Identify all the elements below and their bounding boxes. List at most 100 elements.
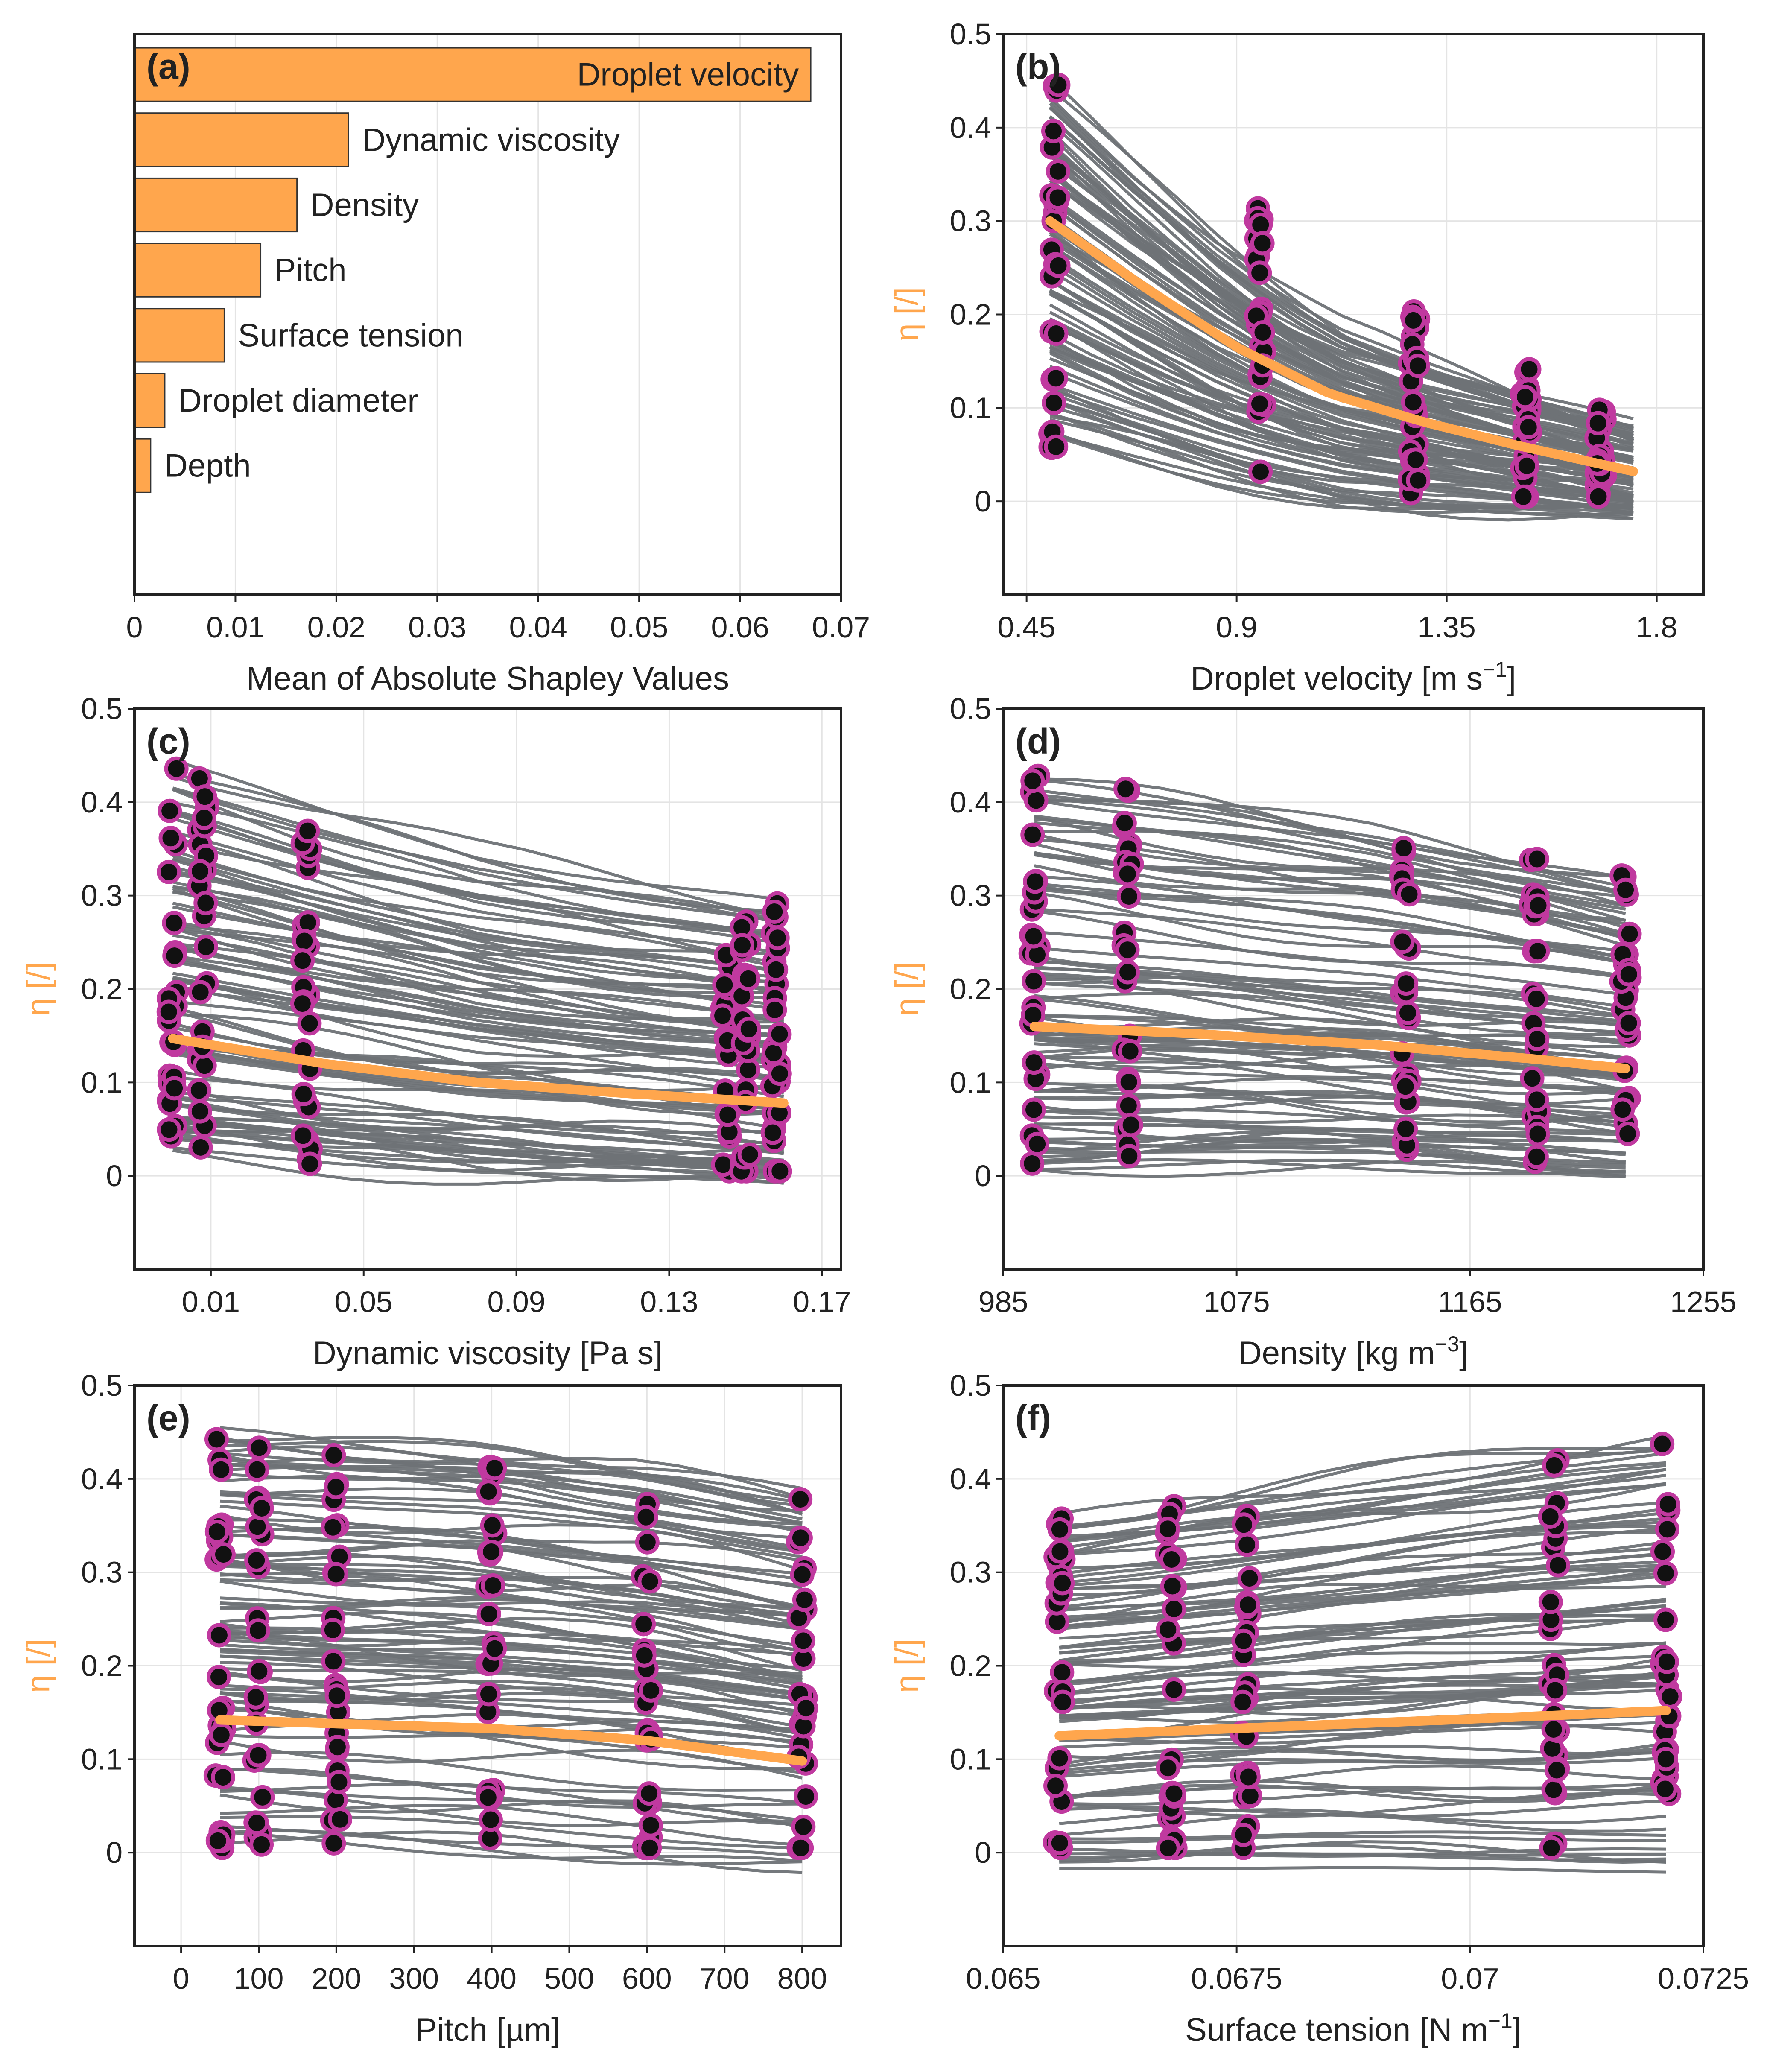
y-tick-label: 0.4 (81, 786, 123, 819)
panel-f: 0.065 0.0675 0.07 0.0725 0 0.1 0.2 0.3 0.4 0.5 Sur… (889, 1369, 1749, 2048)
bar-label: Density (311, 187, 419, 223)
data-point (476, 1682, 501, 1707)
data-point (1393, 1116, 1418, 1141)
ice-line (172, 1052, 784, 1117)
data-point (188, 980, 213, 1005)
y-tick-label: 0.5 (950, 1369, 991, 1402)
y-axis-label: η [/] (20, 1639, 56, 1693)
data-point (1021, 924, 1046, 949)
bar (134, 112, 349, 167)
y-tick-label: 0.2 (950, 298, 991, 331)
y-tick-label: 0 (975, 1159, 991, 1192)
ice-line (1059, 1840, 1666, 1864)
data-point (635, 1530, 660, 1555)
data-point (291, 1081, 316, 1106)
y-axis-label: η [/] (889, 287, 925, 342)
data-point (639, 1678, 663, 1703)
ice-line (219, 1490, 803, 1550)
data-point (791, 1815, 816, 1839)
y-tick-label: 0.4 (950, 111, 991, 144)
panel-label: (e) (146, 1398, 190, 1438)
plot-area (156, 756, 792, 1186)
ice-line (172, 889, 784, 997)
x-tick-label: 500 (544, 1962, 594, 1995)
data-point (634, 1505, 658, 1529)
data-point (1653, 1747, 1678, 1771)
data-point (1247, 392, 1272, 416)
ice-line (172, 1090, 784, 1146)
ice-line (1059, 1571, 1666, 1628)
ice-line (1034, 908, 1626, 979)
ice-line (219, 1557, 803, 1611)
data-point (1524, 986, 1549, 1011)
data-point (291, 1123, 315, 1148)
data-point (162, 1076, 187, 1101)
data-point (249, 1832, 274, 1857)
ice-line (172, 836, 784, 956)
ice-line (172, 887, 784, 997)
data-point (1656, 1492, 1680, 1517)
ice-line (219, 1462, 803, 1524)
data-point (324, 1562, 348, 1587)
ice-line (220, 1661, 803, 1707)
data-point (791, 1628, 816, 1653)
data-point (1231, 1628, 1256, 1653)
ice-line (1059, 1866, 1666, 1874)
data-point (321, 1649, 346, 1674)
data-point (1538, 1504, 1563, 1529)
data-point (158, 798, 182, 823)
data-point (790, 1562, 815, 1587)
bar-label: Droplet velocity (577, 57, 799, 93)
x-tick-label: 200 (311, 1962, 361, 1995)
ice-line (219, 1788, 803, 1827)
ice-line (220, 1578, 803, 1631)
ice-line (172, 1013, 784, 1092)
data-point (207, 1665, 231, 1689)
ice-line (172, 925, 784, 1021)
data-point (1393, 1074, 1418, 1099)
y-tick-label: 0.2 (950, 1649, 991, 1683)
ice-line (219, 1525, 803, 1581)
bar-label: Surface tension (238, 317, 463, 354)
data-point (1041, 119, 1066, 143)
ice-line (172, 759, 784, 902)
data-point (1655, 1517, 1679, 1542)
ice-line (219, 1830, 803, 1874)
panel-a: Droplet velocity Dynamic viscosity Density… (126, 33, 870, 697)
bar (134, 438, 152, 493)
data-point (193, 891, 218, 915)
data-point (1615, 1121, 1640, 1146)
ice-line (172, 1102, 784, 1154)
data-point (1397, 882, 1422, 907)
x-tick-label: 100 (234, 1962, 284, 1995)
plot-area (1043, 1432, 1682, 1874)
data-point (1511, 484, 1536, 509)
data-point (1650, 1539, 1675, 1564)
data-point (1116, 884, 1141, 909)
data-point (631, 1612, 656, 1637)
ice-line (1059, 1613, 1666, 1665)
data-point (1524, 1144, 1549, 1169)
x-tick-label: 0.01 (206, 611, 264, 644)
data-point (481, 1573, 505, 1598)
y-tick-label: 0.4 (81, 1462, 123, 1496)
data-point (244, 1811, 269, 1835)
data-point (1541, 1777, 1566, 1802)
data-point (321, 1831, 346, 1856)
data-point (1155, 1517, 1180, 1541)
data-point (1613, 877, 1638, 902)
ice-line (219, 1824, 803, 1858)
data-point (1022, 1097, 1046, 1122)
data-point (1405, 354, 1430, 378)
ice-line (219, 1740, 803, 1780)
mean-curve (1029, 1022, 1630, 1073)
data-point (710, 1003, 735, 1028)
data-point (764, 957, 789, 982)
data-point (211, 1542, 236, 1567)
data-point (1046, 73, 1071, 97)
y-tick-label: 0.5 (81, 692, 123, 725)
data-point (480, 1513, 505, 1538)
panel-label: (d) (1015, 721, 1061, 761)
ice-line (172, 788, 784, 923)
data-point (1406, 468, 1431, 493)
